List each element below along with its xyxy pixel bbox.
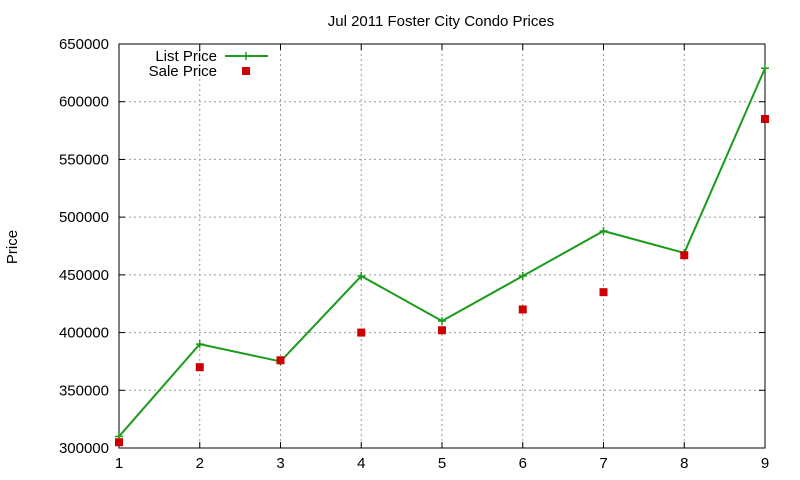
legend-label: List Price (155, 48, 217, 65)
data-point (599, 288, 608, 297)
y-tick-label: 300000 (59, 440, 109, 457)
y-tick-label: 450000 (59, 267, 109, 284)
y-tick-label: 400000 (59, 325, 109, 342)
data-point (518, 272, 527, 281)
x-tick-label: 7 (599, 455, 607, 472)
data-point (518, 305, 527, 314)
x-tick-label: 3 (276, 455, 284, 472)
y-tick-label: 500000 (59, 209, 109, 226)
x-tick-label: 1 (115, 455, 123, 472)
data-point (357, 328, 366, 337)
legend-label: Sale Price (149, 63, 217, 80)
y-axis-label: Price (4, 230, 21, 264)
data-point (195, 340, 204, 349)
data-point (438, 317, 446, 326)
y-tick-label: 550000 (59, 151, 109, 168)
data-point (195, 363, 204, 372)
data-point (761, 115, 769, 124)
plot-area (115, 64, 769, 447)
y-tick-label: 600000 (59, 94, 109, 111)
data-point (599, 226, 608, 235)
data-point (276, 356, 285, 365)
data-point (242, 52, 250, 60)
data-point (357, 272, 366, 281)
x-tick-label: 2 (196, 455, 204, 472)
x-tick-label: 8 (680, 455, 688, 472)
x-tick-label: 4 (357, 455, 365, 472)
series-line-list-price (118, 67, 766, 438)
x-tick-label: 9 (761, 455, 769, 472)
x-tick-label: 6 (519, 455, 527, 472)
y-tick-label: 650000 (59, 36, 109, 53)
grid (119, 44, 765, 448)
data-point (438, 326, 446, 335)
legend-marker (242, 67, 250, 75)
x-tick-label: 5 (438, 455, 446, 472)
axes: 1 2 3 4 5 6 7 8 9 300000 350000 400000 450000 500000 5… (59, 36, 769, 472)
chart-title: Jul 2011 Foster City Condo Prices (328, 13, 555, 30)
data-point (680, 251, 689, 260)
data-point (761, 64, 769, 73)
data-point (115, 438, 123, 447)
y-tick-label: 350000 (59, 382, 109, 399)
